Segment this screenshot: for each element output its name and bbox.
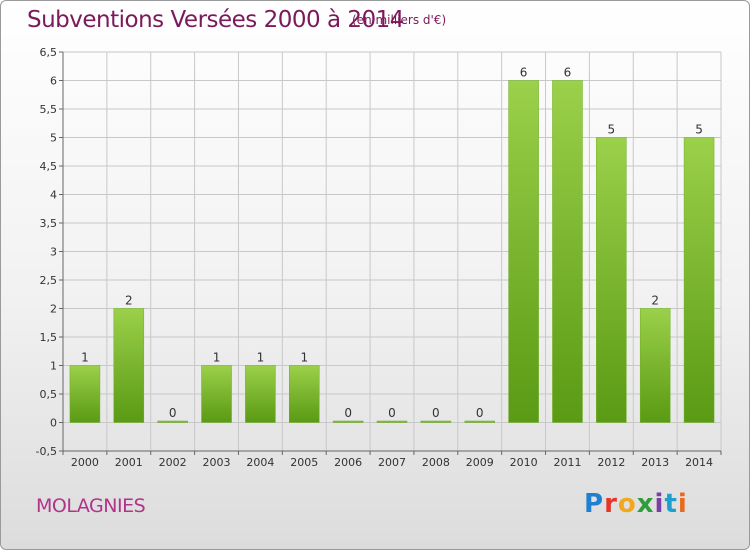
x-tick-label: 2012 <box>597 456 625 469</box>
y-tick-label: 0 <box>50 417 57 430</box>
x-tick-label: 2005 <box>290 456 318 469</box>
bar-value-label: 0 <box>476 406 484 420</box>
y-tick-label: 1,5 <box>40 331 58 344</box>
logo-letter: o <box>617 489 637 519</box>
bar-value-label: 6 <box>520 66 528 80</box>
bar-value-label: 0 <box>169 406 177 420</box>
bar[interactable] <box>245 365 276 423</box>
bar-value-label: 1 <box>81 351 89 365</box>
bar[interactable] <box>289 365 320 423</box>
bar[interactable] <box>552 80 583 423</box>
bar[interactable] <box>683 137 715 423</box>
y-tick-label: 5,5 <box>40 103 58 116</box>
y-tick-label: 4 <box>50 189 57 202</box>
x-tick-label: 2006 <box>334 456 362 469</box>
y-tick-label: 2 <box>50 303 57 316</box>
logo-letter: i <box>654 489 665 519</box>
x-tick-label: 2013 <box>641 456 669 469</box>
x-tick-label: 2011 <box>553 456 581 469</box>
y-tick-label: -0,5 <box>36 445 57 458</box>
bar-value-label: 5 <box>608 123 616 137</box>
bar[interactable] <box>376 420 408 423</box>
x-tick-label: 2003 <box>203 456 231 469</box>
bar[interactable] <box>420 420 452 423</box>
chart-title: Subventions Versées 2000 à 2014 <box>27 7 404 33</box>
bar-value-label: 1 <box>257 351 265 365</box>
y-tick-label: 6 <box>50 75 57 88</box>
y-tick-label: 3 <box>50 246 57 259</box>
bar-value-label: 6 <box>564 66 572 80</box>
bar[interactable] <box>201 365 232 423</box>
bar[interactable] <box>639 308 671 423</box>
proxiti-logo[interactable]: Proxiti <box>584 489 688 519</box>
x-tick-label: 2008 <box>422 456 450 469</box>
bar-value-label: 0 <box>432 406 440 420</box>
chart-unit: (en milliers d'€) <box>352 13 447 27</box>
bar[interactable] <box>464 420 495 423</box>
bar-value-label: 1 <box>213 351 221 365</box>
y-tick-label: 0,5 <box>40 388 58 401</box>
x-tick-label: 2000 <box>71 456 99 469</box>
bar-value-label: 1 <box>300 351 308 365</box>
x-tick-label: 2009 <box>466 456 494 469</box>
bar[interactable] <box>113 308 145 423</box>
x-tick-label: 2004 <box>246 456 274 469</box>
bar-value-label: 2 <box>651 294 659 308</box>
y-tick-label: 4,5 <box>40 160 58 173</box>
bar-value-label: 0 <box>388 406 396 420</box>
bar[interactable] <box>596 137 627 423</box>
logo-letter: i <box>677 489 688 519</box>
x-tick-label: 2001 <box>115 456 143 469</box>
x-tick-label: 2007 <box>378 456 406 469</box>
y-tick-label: 3,5 <box>40 217 58 230</box>
bar-value-label: 5 <box>695 123 703 137</box>
commune-name: MOLAGNIES <box>36 495 146 517</box>
bar[interactable] <box>157 420 188 423</box>
logo-letter: t <box>664 489 678 519</box>
y-tick-label: 2,5 <box>40 274 58 287</box>
x-tick-label: 2002 <box>159 456 187 469</box>
bar[interactable] <box>332 420 364 423</box>
logo-letter: r <box>604 489 618 519</box>
y-tick-label: 1 <box>50 360 57 373</box>
x-tick-label: 2010 <box>510 456 538 469</box>
x-tick-label: 2014 <box>685 456 713 469</box>
bar[interactable] <box>69 365 101 423</box>
logo-letter: P <box>584 489 605 519</box>
y-tick-label: 5 <box>50 132 57 145</box>
bar-value-label: 2 <box>125 294 133 308</box>
bar-value-label: 0 <box>344 406 352 420</box>
bar[interactable] <box>508 80 539 423</box>
logo-letter: x <box>636 489 655 519</box>
y-tick-label: 6,5 <box>40 46 58 59</box>
